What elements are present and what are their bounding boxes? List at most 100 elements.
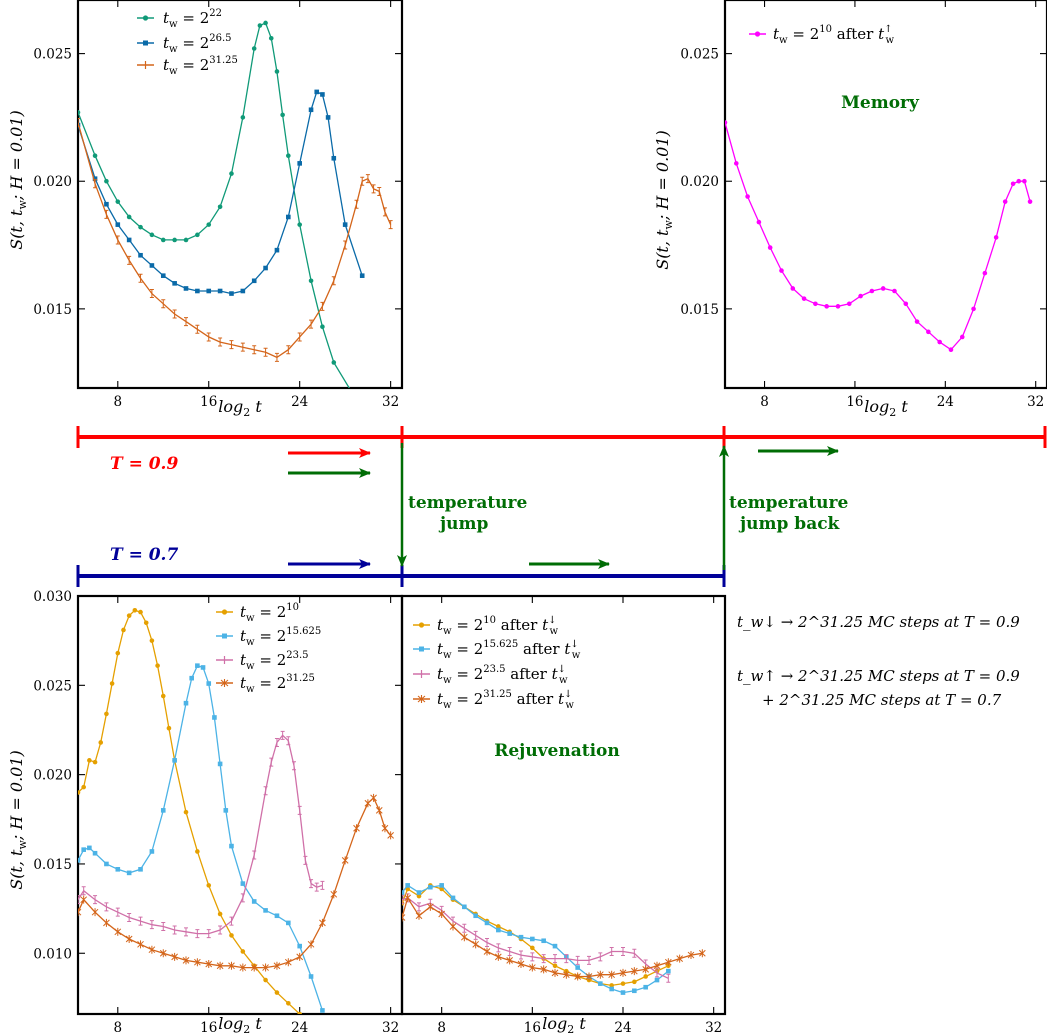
legend: tw = 210 tw = 215.625 tw = 223.5 tw = 23… [216,602,321,695]
data-point [575,955,580,965]
data-point [212,715,217,720]
data-point [426,902,434,911]
data-point [109,681,115,686]
data-point [494,952,502,961]
axis-ticks: 8 16 24 32 0.015 0.020 0.025 [680,0,1047,410]
data-point [250,963,258,972]
data-point [354,199,359,209]
legend: tw = 210 after t↑ w [749,24,895,46]
data-point [460,933,468,942]
data-point [1027,199,1033,204]
data-point [149,289,154,299]
temperature-timeline: T = 0.9 T = 0.7 temperature jump tempera… [76,426,1047,587]
data-point [308,974,314,979]
data-point [642,965,650,974]
data-point [280,730,285,740]
data-point [263,786,268,796]
data-point [228,961,235,970]
legend: tw = 210 after t↓ w tw = 215.625 after t↓… [413,615,581,711]
data-point [93,179,98,189]
data-point [126,870,132,876]
data-point [914,319,920,324]
data-point [78,118,80,128]
data-point [115,235,120,245]
data-point [552,963,558,969]
data-point [92,759,98,765]
data-point [87,758,92,763]
data-point [507,931,512,936]
data-point [240,893,245,903]
data-point [274,247,280,253]
data-point [195,663,200,668]
data-point [903,301,909,307]
data-point [598,952,603,962]
x-tick-label: 24 [614,1020,631,1035]
y-tick-label: 0.015 [33,302,72,318]
data-point [159,949,167,958]
data-point [78,908,82,917]
data-point [87,845,92,851]
data-point [381,824,389,833]
data-series [78,118,393,362]
data-point [160,237,166,243]
data-point [364,799,372,808]
data-point [206,222,212,227]
data-point [78,790,81,795]
series-line [402,884,669,994]
data-point [182,956,190,965]
series-line [78,22,350,388]
data-point [725,120,728,125]
data-point [813,301,818,307]
data-point [484,920,490,926]
series-line [78,796,392,969]
svg-text:tw = 210: tw = 210 [240,602,299,624]
svg-text:tw = 210 after t↓w: tw = 210 after t↓ w [437,615,559,637]
data-point [104,201,109,207]
x-tick-label: 32 [382,394,399,410]
data-point [858,293,863,299]
data-point [200,665,206,670]
data-point [160,808,166,813]
legend-item: tw = 223.5 after t↓ w [413,664,568,686]
svg-text:tw = 215.625 after t↓w: tw = 215.625 after t↓ w [437,639,581,661]
data-point [121,627,126,633]
data-point [229,291,234,296]
data-point [438,909,446,918]
svg-text:tw = 215.625: tw = 215.625 [240,626,321,648]
data-point [365,174,370,184]
data-point [229,843,234,849]
temperature-jump-back-label-2: jump back [738,514,841,534]
data-point [620,990,626,995]
data-point [309,319,314,329]
data-point [263,347,268,357]
series-group [78,20,393,388]
data-point [880,286,886,291]
y-axis-label: S(t, tw; H = 0.01) [653,130,675,270]
data-point [183,237,189,243]
axis-ticks: 8 16 24 32 [437,596,722,1035]
data-point [216,961,224,970]
data-point [240,881,246,886]
data-point [148,945,156,954]
data-point [551,968,559,977]
data-point [320,324,325,330]
data-point [104,711,109,717]
data-point [274,737,279,747]
data-point [137,940,144,949]
data-point [375,806,383,815]
legend-item: tw = 231.25 after t↓ w [413,689,574,711]
x-axis-label: log2 t [542,1014,586,1035]
data-point [223,808,229,813]
data-point [519,950,523,960]
data-point [104,861,109,867]
data-point [104,178,109,184]
x-tick-label: 8 [113,1020,122,1035]
data-point [654,977,660,983]
data-point [218,337,223,347]
data-point [206,332,211,342]
data-point [217,761,223,767]
data-point [239,963,247,972]
data-point [240,342,245,352]
data-point [540,965,548,974]
